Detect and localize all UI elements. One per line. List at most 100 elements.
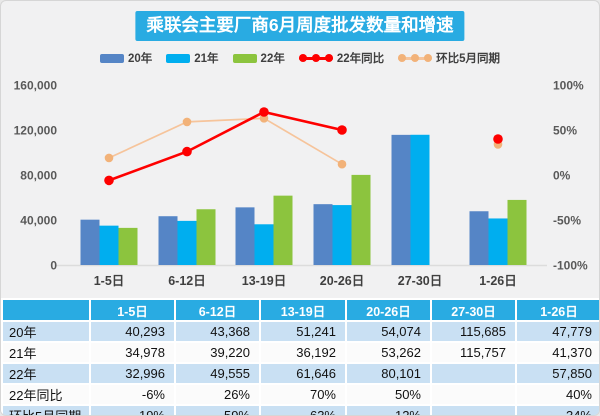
marker-yoy-3 bbox=[337, 125, 347, 135]
table-cell: 34% bbox=[515, 404, 599, 415]
bar-y20-0 bbox=[80, 219, 100, 265]
marker-yoy-1 bbox=[182, 146, 192, 157]
bar-y21-0 bbox=[99, 225, 119, 265]
legend-label-y22: 22年 bbox=[260, 53, 285, 65]
table-cell: 36,192 bbox=[259, 341, 347, 364]
table-cell bbox=[430, 383, 517, 406]
table-header-cell: 13-19日 bbox=[259, 298, 347, 322]
table-cell: 59% bbox=[174, 404, 261, 415]
combo-chart: 160,000 120,000 80,000 40,000 0 100% 50% 0% -50%… bbox=[14, 79, 588, 289]
table-cell: 32,996 bbox=[89, 362, 176, 385]
legend-item-yoy: 22年同比 bbox=[298, 50, 385, 66]
bar-y22-0 bbox=[118, 227, 138, 265]
table-cell: 70% bbox=[259, 383, 347, 406]
table-cell: 40% bbox=[515, 383, 599, 406]
marker-yoy-5 bbox=[493, 134, 503, 144]
row-label: 20年 bbox=[1, 320, 91, 343]
bar-y20-4 bbox=[391, 134, 411, 265]
bar-y21-1 bbox=[177, 220, 197, 265]
bar-y22-1 bbox=[196, 209, 216, 265]
bar-y20-5 bbox=[469, 211, 489, 265]
category-label: 6-12日 bbox=[168, 274, 206, 288]
table-row: 环比5月同期 19% 59% 63% 12% 34% bbox=[1, 404, 599, 415]
table-cell: 34,978 bbox=[89, 341, 176, 364]
table-cell: 50% bbox=[345, 383, 432, 406]
marker-mom-0 bbox=[104, 153, 114, 163]
table-row: 22年同比 -6% 26% 70% 50% 40% bbox=[1, 383, 599, 406]
right-axis-tick: -50% bbox=[553, 214, 581, 228]
table-cell: 41,370 bbox=[515, 341, 599, 364]
legend-item-y21: 21年 bbox=[166, 50, 219, 66]
bar-y20-3 bbox=[313, 204, 333, 265]
legend-dot-icon bbox=[424, 54, 433, 62]
row-label: 22年同比 bbox=[1, 383, 91, 406]
table-row: 22年 32,996 49,555 61,646 80,101 57,850 bbox=[1, 362, 599, 385]
table-cell: 115,757 bbox=[430, 341, 517, 364]
marker-mom-3 bbox=[337, 159, 347, 169]
table-cell: 47,779 bbox=[515, 320, 599, 343]
chart-legend: 20年 21年 22年 22年同比 环比5月 bbox=[1, 50, 599, 66]
chart-title: 乘联会主要厂商6月周度批发数量和增速 bbox=[135, 11, 465, 41]
legend-line-swatch-mom bbox=[398, 53, 433, 63]
legend-item-mom: 环比5月同期 bbox=[398, 50, 500, 66]
table-header-row: 1-5日 6-12日 13-19日 20-26日 27-30日 1-26日 bbox=[1, 298, 599, 322]
table-row: 21年 34,978 39,220 36,192 53,262 115,757 … bbox=[1, 341, 599, 364]
bar-y20-2 bbox=[235, 207, 255, 265]
legend-label-yoy: 22年同比 bbox=[336, 53, 385, 65]
table-cell: 40,293 bbox=[89, 320, 176, 343]
left-axis-tick: 40,000 bbox=[20, 214, 57, 228]
legend-swatch-y20 bbox=[99, 53, 124, 63]
legend-line-swatch-yoy bbox=[298, 53, 333, 63]
row-label: 21年 bbox=[1, 341, 91, 364]
table-row: 20年 40,293 43,368 51,241 54,074 115,685 … bbox=[1, 320, 599, 343]
table-cell: -6% bbox=[89, 383, 176, 406]
table-header-cell: 27-30日 bbox=[430, 298, 517, 322]
table-header-cell bbox=[1, 298, 91, 322]
table-cell: 63% bbox=[259, 404, 347, 415]
right-axis-tick: -100% bbox=[553, 259, 588, 273]
table-cell: 12% bbox=[345, 404, 432, 415]
legend-label-y20: 20年 bbox=[127, 53, 153, 65]
line-mom bbox=[108, 117, 343, 165]
bar-y21-2 bbox=[254, 224, 274, 265]
marker-yoy-2 bbox=[259, 107, 269, 117]
marker-yoy-0 bbox=[104, 175, 114, 186]
bar-y22-5 bbox=[507, 199, 527, 265]
table-cell: 61,646 bbox=[259, 362, 347, 385]
table-cell bbox=[430, 362, 517, 385]
legend-item-y20: 20年 bbox=[99, 50, 153, 66]
table-cell: 19% bbox=[89, 404, 176, 415]
bar-y21-4 bbox=[410, 134, 430, 265]
table-cell bbox=[430, 404, 517, 415]
table-cell: 49,555 bbox=[174, 362, 261, 385]
legend-swatch-y21 bbox=[166, 53, 191, 63]
legend-label-y21: 21年 bbox=[194, 53, 219, 65]
table-cell: 39,220 bbox=[174, 341, 261, 364]
table-cell: 80,101 bbox=[345, 362, 432, 385]
table-cell: 43,368 bbox=[174, 320, 261, 343]
bar-y20-1 bbox=[158, 216, 178, 265]
table-cell: 51,241 bbox=[259, 320, 347, 343]
table-cell: 54,074 bbox=[345, 320, 432, 343]
left-axis-tick: 120,000 bbox=[14, 124, 58, 138]
table-header-cell: 6-12日 bbox=[174, 298, 261, 322]
data-table: 1-5日 6-12日 13-19日 20-26日 27-30日 1-26日 20… bbox=[1, 298, 599, 415]
legend-item-y22: 22年 bbox=[232, 50, 285, 66]
left-axis-tick: 0 bbox=[50, 259, 57, 273]
table-header-cell: 1-26日 bbox=[515, 298, 599, 322]
legend-dot-icon bbox=[398, 54, 407, 62]
right-axis-tick: 50% bbox=[553, 124, 577, 138]
left-axis-tick: 160,000 bbox=[14, 79, 58, 93]
table-cell: 115,685 bbox=[430, 320, 517, 343]
legend-dot-icon bbox=[411, 54, 420, 62]
right-axis-tick: 100% bbox=[553, 79, 584, 93]
legend-swatch-y22 bbox=[232, 53, 257, 63]
category-label: 1-5日 bbox=[94, 274, 125, 288]
legend-dot-icon bbox=[324, 54, 333, 62]
legend-dot-icon bbox=[311, 54, 320, 62]
line-yoy bbox=[108, 110, 343, 182]
table-header-cell: 1-5日 bbox=[89, 298, 176, 322]
category-label: 27-30日 bbox=[398, 274, 442, 288]
category-label: 20-26日 bbox=[320, 274, 364, 288]
bar-y22-2 bbox=[273, 195, 293, 265]
